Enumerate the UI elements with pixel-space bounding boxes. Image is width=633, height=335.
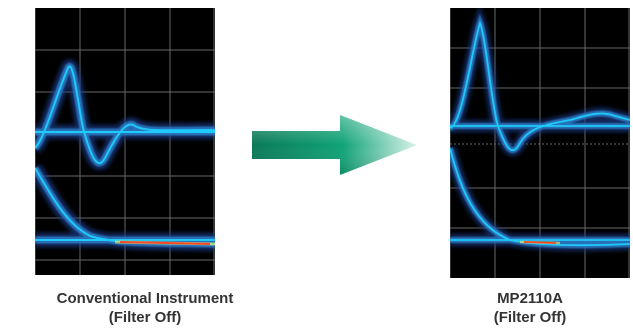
left-trace-hot [114,240,215,246]
left-eye-diagram [35,8,215,275]
right-trace-hot [519,240,561,245]
right-arrow-svg [252,115,417,175]
right-arrow-icon [252,115,417,175]
left-caption: Conventional Instrument (Filter Off) [0,289,290,327]
right-eye-diagram [450,8,630,278]
left-panel: Conventional Instrument (Filter Off) [0,0,290,335]
left-eye-diagram-svg [35,8,215,275]
right-caption: MP2110A (Filter Off) [430,289,630,327]
right-trace-core [450,20,630,247]
right-panel: MP2110A (Filter Off) [410,0,633,335]
left-caption-line1: Conventional Instrument [56,290,234,307]
left-caption-line2: (Filter Off) [108,309,182,326]
right-eye-diagram-svg [450,8,630,278]
right-caption-line2: (Filter Off) [493,309,567,326]
right-grid [450,8,630,278]
right-caption-line1: MP2110A [497,290,563,307]
